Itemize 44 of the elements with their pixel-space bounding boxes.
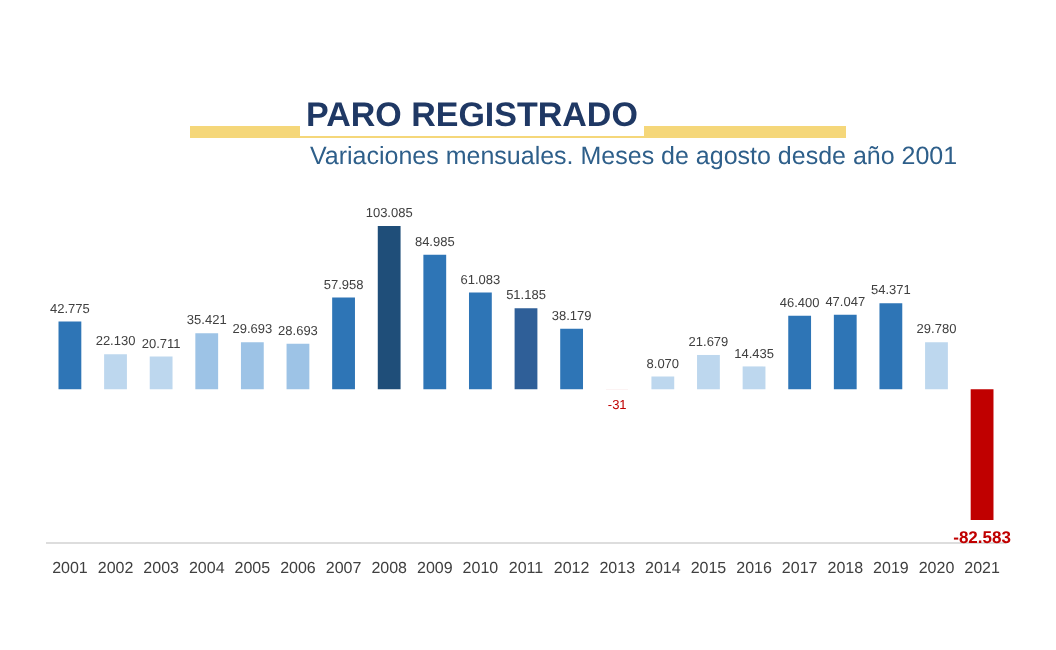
x-tick-label: 2008 (371, 558, 409, 577)
bar (423, 254, 447, 390)
x-tick-label: 2004 (188, 558, 226, 577)
x-tick-label: 2010 (462, 558, 500, 577)
x-tick-label: 2019 (873, 558, 910, 577)
bar (514, 308, 538, 390)
bar (377, 226, 401, 390)
x-tick-label: 2016 (736, 558, 773, 577)
x-tick-label: 2006 (280, 558, 317, 577)
bar (149, 356, 173, 390)
x-tick-label: 2011 (508, 558, 545, 577)
bar (970, 389, 994, 520)
x-tick-label: 2005 (234, 558, 272, 577)
x-tick-label: 2018 (827, 558, 865, 577)
bar (833, 314, 857, 390)
bar (240, 342, 264, 390)
x-tick-label: 2003 (143, 558, 181, 577)
bar (332, 297, 355, 390)
bar (879, 303, 903, 390)
bar (58, 321, 82, 390)
x-tick-label: 2002 (97, 558, 135, 577)
x-tick-label: 2013 (599, 558, 637, 577)
bar (195, 333, 219, 390)
x-tick-label: 2009 (416, 558, 454, 577)
bar (788, 315, 812, 390)
chart-title: PARO REGISTRADO (300, 96, 644, 136)
bar (104, 354, 127, 390)
x-tick-label: 2015 (690, 558, 728, 577)
x-tick-label: 2021 (964, 558, 1001, 577)
bar (560, 328, 584, 390)
bar (742, 366, 766, 390)
x-tick-label: 2014 (645, 558, 682, 577)
bar (697, 354, 720, 390)
bar (286, 343, 310, 390)
chart-subtitle: Variaciones mensuales. Meses de agosto desde año 2001 (310, 142, 958, 170)
bar (468, 292, 492, 390)
bar (925, 342, 948, 390)
x-tick-label: 2001 (52, 558, 89, 577)
bar (651, 376, 675, 390)
x-tick-label: 2020 (918, 558, 956, 577)
data-label: -82.583 (953, 527, 1012, 548)
x-tick-label: 2017 (781, 558, 819, 577)
x-tick-label: 2007 (325, 558, 363, 577)
x-tick-label: 2012 (553, 558, 591, 577)
